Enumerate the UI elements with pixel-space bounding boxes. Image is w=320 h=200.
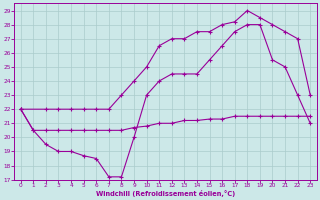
X-axis label: Windchill (Refroidissement éolien,°C): Windchill (Refroidissement éolien,°C) [96, 190, 235, 197]
